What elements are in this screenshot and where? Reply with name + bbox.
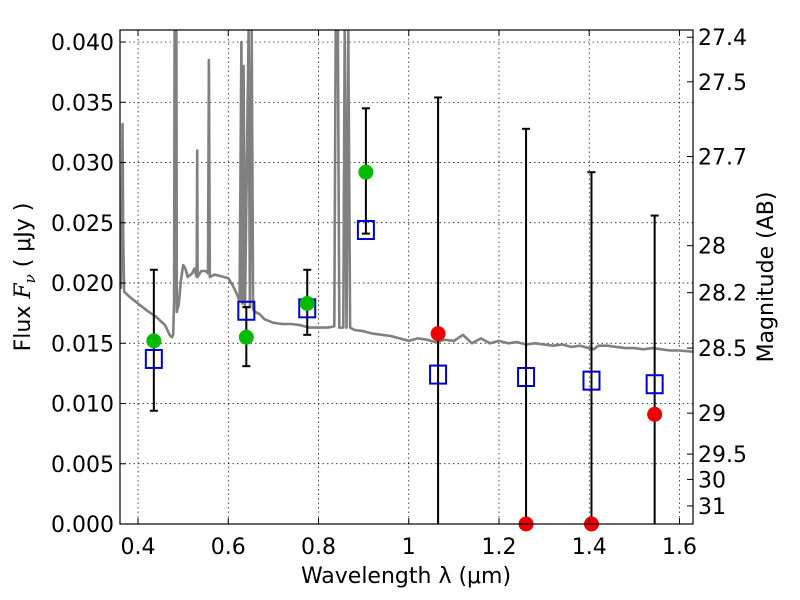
square-marker (144, 348, 163, 369)
y-tick-label: 0.030 (51, 152, 114, 177)
y2-tick-label: 29.5 (698, 443, 747, 468)
square-marker (429, 364, 448, 385)
y2-tick-label: 27.4 (698, 26, 747, 51)
y-tick-label: 0.015 (51, 332, 114, 357)
y2-tick-label: 30 (698, 468, 726, 493)
circle-marker (238, 329, 254, 345)
y-tick-label: 0.005 (51, 453, 114, 478)
circle-marker (146, 333, 162, 349)
model-spectrum-line (120, 30, 693, 353)
y-axis-ticks: 0.000 0.005 0.010 0.015 0.020 0.025 0.030 0.035… (51, 31, 126, 538)
x-tick-label: 1.2 (481, 535, 516, 560)
square-marker (237, 300, 256, 321)
y-tick-label: 0.025 (51, 212, 114, 237)
square-marker (582, 370, 601, 391)
grid-lines (120, 30, 693, 524)
y-tick-label: 0.010 (51, 393, 114, 418)
y-axis-label: Flux Fν ( μJy ) (11, 203, 39, 352)
plot-frame (119, 29, 694, 525)
y-tick-label: 0.000 (51, 513, 114, 538)
y2-tick-label: 28.2 (698, 282, 747, 307)
y2-tick-label: 27.7 (698, 146, 747, 171)
x-axis-label: Wavelength λ (μm) (301, 564, 511, 589)
x-tick-label: 0.8 (301, 535, 336, 560)
circle-marker (430, 326, 446, 342)
model-spectrum-layer (120, 30, 693, 353)
square-marker (645, 374, 664, 395)
square-marker (356, 220, 375, 241)
y2-tick-label: 27.5 (698, 71, 747, 96)
x-tick-label: 1.4 (572, 535, 607, 560)
y2-tick-label: 31 (698, 495, 726, 520)
x-tick-label: 0.4 (121, 535, 156, 560)
x-axis-ticks: 0.4 0.6 0.8 1 1.2 1.4 1.6 (121, 30, 697, 560)
circle-marker (647, 406, 663, 422)
plot-area (120, 30, 693, 524)
x-tick-label: 1 (402, 535, 416, 560)
square-marker (517, 367, 536, 388)
y-tick-label: 0.020 (51, 272, 114, 297)
x-tick-label: 1.6 (662, 535, 697, 560)
y2-tick-label: 29 (698, 402, 726, 427)
circle-marker (358, 164, 374, 180)
x-tick-label: 0.6 (211, 535, 246, 560)
y2-tick-label: 28 (698, 235, 726, 260)
y-tick-label: 0.040 (51, 31, 114, 56)
y2-axis-label: Magnitude (AB) (754, 192, 779, 363)
circle-marker (299, 296, 315, 312)
y2-tick-label: 28.5 (698, 337, 747, 362)
y-tick-label: 0.035 (51, 91, 114, 116)
